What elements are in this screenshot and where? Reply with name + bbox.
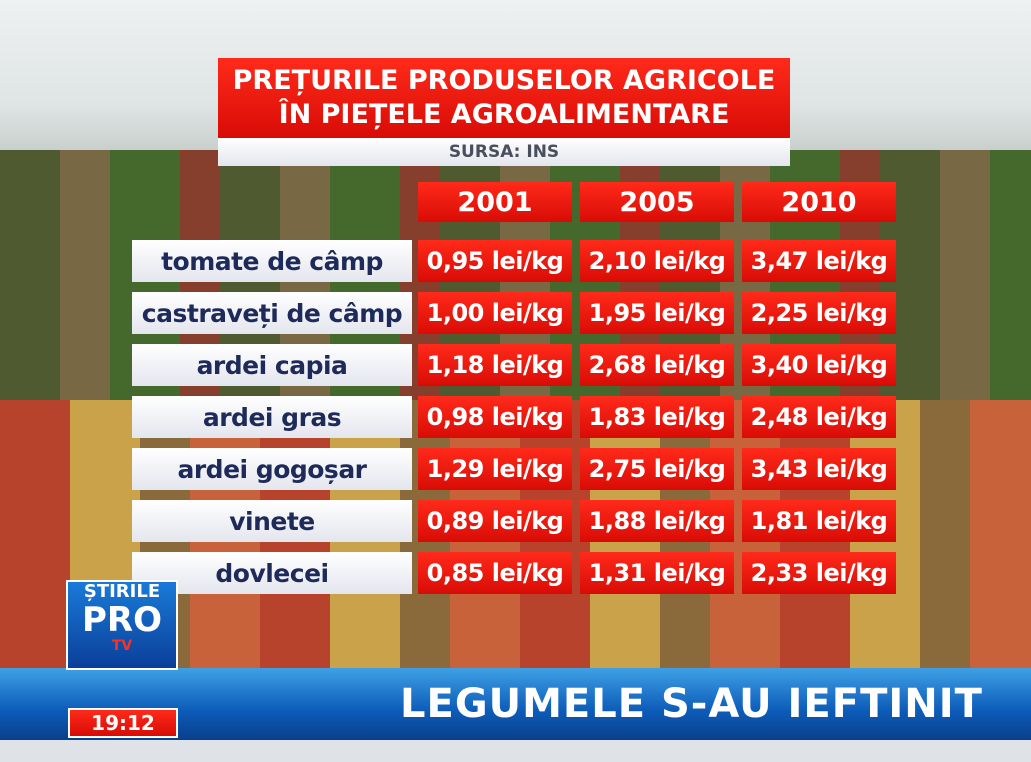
price-cell: 2,68 lei/kg [580, 344, 734, 386]
price-cell: 1,29 lei/kg [418, 448, 572, 490]
price-cell: 2,10 lei/kg [580, 240, 734, 282]
price-cell: 1,83 lei/kg [580, 396, 734, 438]
price-cell: 0,95 lei/kg [418, 240, 572, 282]
price-cell: 3,47 lei/kg [742, 240, 896, 282]
row-label: ardei gras [132, 396, 412, 438]
price-cell: 2,48 lei/kg [742, 396, 896, 438]
column-header: 2005 [580, 182, 734, 222]
price-cell: 3,43 lei/kg [742, 448, 896, 490]
price-cell: 2,33 lei/kg [742, 552, 896, 594]
price-cell: 3,40 lei/kg [742, 344, 896, 386]
row-label: dovlecei [132, 552, 412, 594]
row-label: ardei gogoșar [132, 448, 412, 490]
price-cell: 1,88 lei/kg [580, 500, 734, 542]
price-cell: 1,95 lei/kg [580, 292, 734, 334]
clock: 19:12 [68, 708, 178, 738]
row-label: vinete [132, 500, 412, 542]
logo-text: TV [111, 638, 133, 655]
title-line: ÎN PIEȚELE AGROALIMENTARE [278, 99, 730, 130]
ticker-text: LEGUMELE S-AU IEFTINIT [400, 681, 983, 727]
price-cell: 1,81 lei/kg [742, 500, 896, 542]
source: SURSA: INS [218, 138, 790, 166]
price-cell: 1,18 lei/kg [418, 344, 572, 386]
price-cell: 0,89 lei/kg [418, 500, 572, 542]
logo: ȘTIRILE PRO TV [66, 580, 178, 670]
price-cell: 2,75 lei/kg [580, 448, 734, 490]
column-header: 2010 [742, 182, 896, 222]
price-cell: 0,85 lei/kg [418, 552, 572, 594]
title-box: PREȚURILE PRODUSELOR AGRICOLE ÎN PIEȚELE … [218, 58, 790, 138]
price-cell: 1,31 lei/kg [580, 552, 734, 594]
logo-text: PRO [81, 599, 162, 640]
price-cell: 2,25 lei/kg [742, 292, 896, 334]
column-header: 2001 [418, 182, 572, 222]
price-cell: 0,98 lei/kg [418, 396, 572, 438]
row-label: ardei capia [132, 344, 412, 386]
row-label: tomate de câmp [132, 240, 412, 282]
title-line: PREȚURILE PRODUSELOR AGRICOLE [232, 65, 776, 96]
row-label: castraveți de câmp [132, 292, 412, 334]
logo-text: ȘTIRILE [83, 581, 161, 602]
price-cell: 1,00 lei/kg [418, 292, 572, 334]
